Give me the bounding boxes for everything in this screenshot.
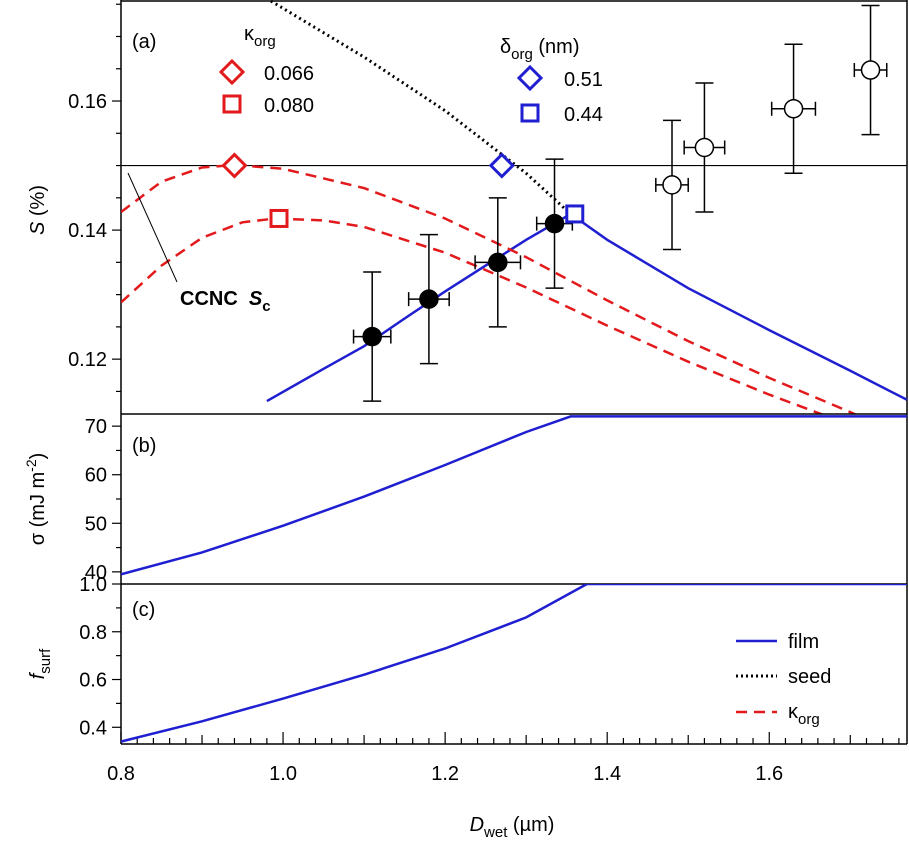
legend-kappa-square-icon [222, 94, 242, 114]
highlight-diamond-marker [488, 152, 515, 179]
panel-b-plot-area [121, 415, 907, 576]
panel-a-y-label: S (%) [27, 185, 49, 235]
panel-a-markers [221, 152, 585, 228]
legend-kappa-title-sub: org [254, 33, 276, 50]
legend-kappa-label-2: 0.080 [264, 95, 314, 117]
panel-c-y-label-main: f [27, 671, 49, 679]
open-data-point [783, 99, 804, 119]
legend-delta-symbols [516, 64, 544, 123]
panel-c-y-ticks: 0.4 0.6 0.8 1.0 [79, 574, 121, 739]
highlight-square-marker [565, 204, 585, 224]
legend-kappa-symbols [218, 58, 246, 114]
legend-kappa: κorg 0.066 0.080 [218, 23, 314, 117]
series-line-1 [270, 0, 572, 216]
panel-a-label: (a) [132, 31, 156, 53]
series-line-3 [121, 217, 825, 414]
filled-data-point [544, 213, 565, 234]
x-tick-label: 1.2 [431, 763, 459, 785]
legend-kappa-label-1: 0.066 [264, 63, 314, 85]
legend-delta-diamond-icon [516, 64, 544, 92]
ccnc-annotation-main: CCNC [180, 288, 249, 310]
x-axis-label-sub: wet [483, 824, 508, 841]
y-tick-label: 60 [85, 465, 107, 487]
legend-delta-label-1: 0.51 [564, 69, 603, 91]
legend-kappa-diamond-icon [218, 58, 246, 86]
legend-film-label: film [788, 631, 819, 653]
filled-data-point [419, 289, 439, 309]
legend-kappa-title: κorg [244, 23, 276, 50]
x-tick-label: 1.6 [755, 763, 783, 785]
y-tick-label: 0.6 [79, 670, 107, 692]
legend-kappa-line-main: κ [788, 701, 799, 723]
highlight-diamond-marker [221, 152, 248, 179]
x-tick-label: 1.0 [269, 763, 297, 785]
legend-kappa-title-main: κ [244, 23, 255, 45]
panel-b: 40 50 60 70 (b) σ (mJ m-2) [23, 413, 908, 584]
ccnc-annotation-s: S [249, 288, 263, 310]
y-tick-label: 0.12 [68, 349, 107, 371]
panel-c-y-label: fsurf [27, 648, 54, 679]
filled-data-point [488, 252, 508, 273]
y-tick-label: 40 [85, 562, 107, 584]
series-line-0 [121, 584, 907, 743]
x-tick-label: 1.4 [593, 763, 621, 785]
open-data-point [860, 60, 881, 80]
y-tick-label: 0.16 [68, 91, 107, 113]
legend-seed-label: seed [788, 666, 831, 688]
ccnc-annotation: CCNC Sc [180, 288, 271, 315]
legend-delta: δorg (nm) 0.51 0.44 [500, 36, 603, 126]
y-tick-label: 70 [85, 416, 107, 438]
panel-a-y-label-unit: (%) [27, 185, 49, 222]
panel-a-y-ticks: 0.12 0.14 0.16 [68, 3, 121, 393]
y-tick-label: 1.0 [79, 574, 107, 596]
legend-delta-title-unit: (nm) [533, 36, 580, 58]
legend-lines: film seed κorg [736, 631, 831, 728]
panel-a-y-label-main: S [27, 221, 49, 235]
panel-c-plot-area [121, 584, 907, 743]
legend-delta-square-icon [520, 103, 540, 123]
open-data-point [662, 175, 682, 195]
highlight-square-marker [269, 208, 289, 228]
panel-b-y-label-main: σ (mJ m [27, 472, 49, 545]
panel-b-y-ticks: 40 50 60 70 [85, 416, 121, 584]
legend-delta-title-main: δ [500, 36, 511, 58]
panel-b-label: (b) [132, 435, 156, 457]
x-tick-label: 0.8 [107, 763, 135, 785]
legend-kappa-line-sub: org [798, 711, 820, 728]
panel-b-y-label-sup: -2 [23, 459, 39, 472]
legend-delta-title-sub: org [511, 46, 533, 63]
panel-b-y-label: σ (mJ m-2) [23, 453, 49, 546]
x-axis-label-unit: (µm) [507, 814, 554, 836]
ccnc-annotation-sub: c [262, 298, 270, 315]
panel-c-y-label-sub: surf [37, 648, 54, 674]
x-axis-label-main: D [470, 814, 484, 836]
panel-a: 0.120.140.16 (a) κorg 0.066 0.080 δorg (… [27, 0, 908, 414]
y-tick-label: 50 [85, 513, 107, 535]
ccnc-annotation-leader [127, 172, 178, 283]
legend-delta-title: δorg (nm) [500, 36, 580, 63]
x-axis-label: Dwet (µm) [470, 814, 555, 841]
open-data-point [694, 137, 715, 158]
panel-b-y-label-tail: ) [27, 453, 49, 460]
legend-delta-label-2: 0.44 [564, 104, 603, 126]
filled-data-point [362, 326, 382, 347]
y-tick-label: 0.4 [79, 717, 107, 739]
series-line-0 [121, 415, 907, 576]
panel-c: 0.4 0.6 0.8 1.0 0.8 1.0 1.2 1.4 1.6 (c) fsurf f… [27, 574, 908, 785]
series-line-0 [266, 212, 908, 403]
panel-c-label: (c) [132, 599, 155, 621]
x-axis-ticks: 0.8 1.0 1.2 1.4 1.6 [107, 732, 900, 785]
y-tick-label: 0.14 [68, 220, 107, 242]
series-line-2 [121, 163, 858, 414]
legend-kappa-line-label: κorg [788, 701, 820, 728]
y-tick-label: 0.8 [79, 622, 107, 644]
